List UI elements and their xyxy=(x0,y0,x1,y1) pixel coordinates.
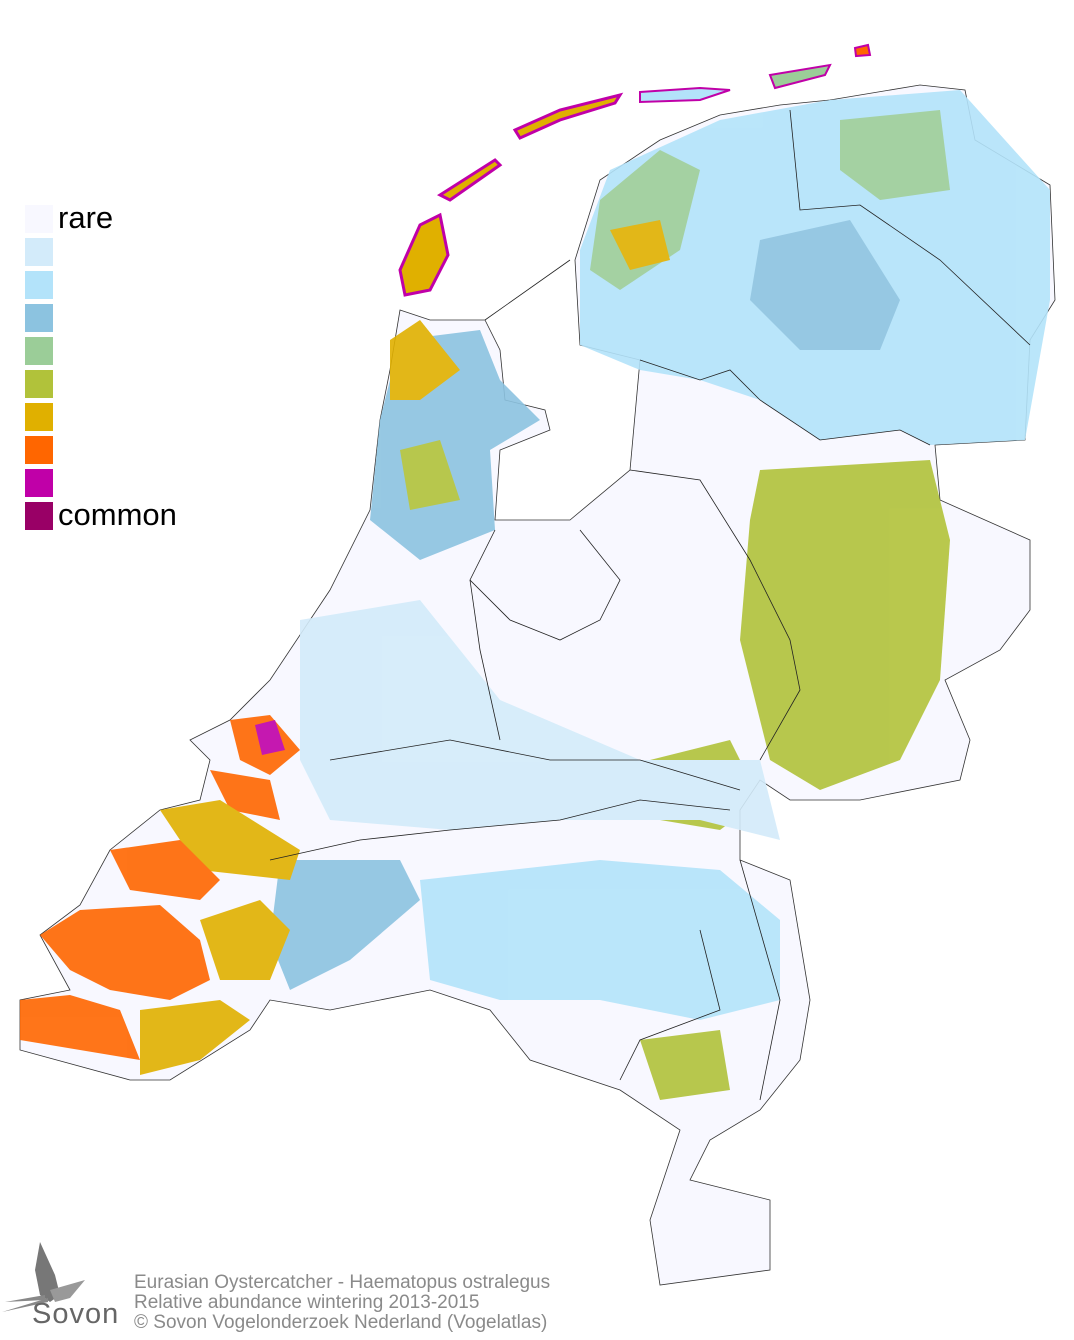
island-ameland xyxy=(639,86,731,104)
patch-overijssel-olive xyxy=(740,460,950,790)
patch-zeeland-orange-2 xyxy=(210,770,280,820)
legend-swatch xyxy=(25,304,53,332)
patch-noordholland-olive xyxy=(400,440,460,510)
patch-zeeland-gold-2 xyxy=(200,900,290,980)
legend-swatch xyxy=(25,238,53,266)
patch-friesland-green xyxy=(590,150,700,290)
legend-swatch xyxy=(25,469,53,497)
legend-swatch xyxy=(25,436,53,464)
abundance-patches xyxy=(20,90,1050,1100)
patch-brabant-lightblue xyxy=(420,860,780,1020)
patch-zeeland-gold-3 xyxy=(140,1000,250,1075)
swallow-logo-icon xyxy=(2,1242,85,1312)
legend-label-common: common xyxy=(58,497,177,532)
patch-drenthe-blue xyxy=(750,220,900,350)
caption-species: Eurasian Oystercatcher - Haematopus ostr… xyxy=(134,1272,551,1293)
patch-friesland-gold xyxy=(610,220,670,270)
legend-swatch xyxy=(25,205,53,233)
patch-groningen-green xyxy=(840,110,950,200)
legend-label-rare: rare xyxy=(58,200,114,235)
province-borders xyxy=(269,109,1031,1101)
patch-zeeland-orange-3 xyxy=(110,840,220,900)
legend-swatch xyxy=(25,337,53,365)
island-texel xyxy=(398,212,450,297)
legend-swatch xyxy=(25,403,53,431)
patch-limburg-olive xyxy=(640,1030,730,1100)
island-vlieland xyxy=(436,158,503,202)
patch-brabant-blue xyxy=(270,860,420,990)
wadden-islands xyxy=(398,43,872,297)
patch-zeeland-orange-4 xyxy=(40,905,210,1000)
legend-swatch xyxy=(25,502,53,530)
island-rottumeroog xyxy=(853,43,872,58)
patch-zeeland-orange-5 xyxy=(20,995,140,1060)
legend-swatch xyxy=(25,271,53,299)
patch-zuidholland-lightblue xyxy=(300,600,780,840)
map-caption: Eurasian Oystercatcher - Haematopus ostr… xyxy=(134,1273,550,1333)
island-schiermonnikoog xyxy=(768,63,832,90)
caption-subtitle: Relative abundance wintering 2013-2015 xyxy=(134,1292,480,1313)
legend-swatch xyxy=(25,370,53,398)
island-terschelling xyxy=(512,92,624,140)
sovon-logo-text: Sovon xyxy=(32,1298,120,1330)
patch-coast-magenta xyxy=(255,720,285,755)
caption-copyright: © Sovon Vogelonderzoek Nederland (Vogela… xyxy=(134,1312,548,1333)
patch-noordholland-gold xyxy=(390,320,460,400)
